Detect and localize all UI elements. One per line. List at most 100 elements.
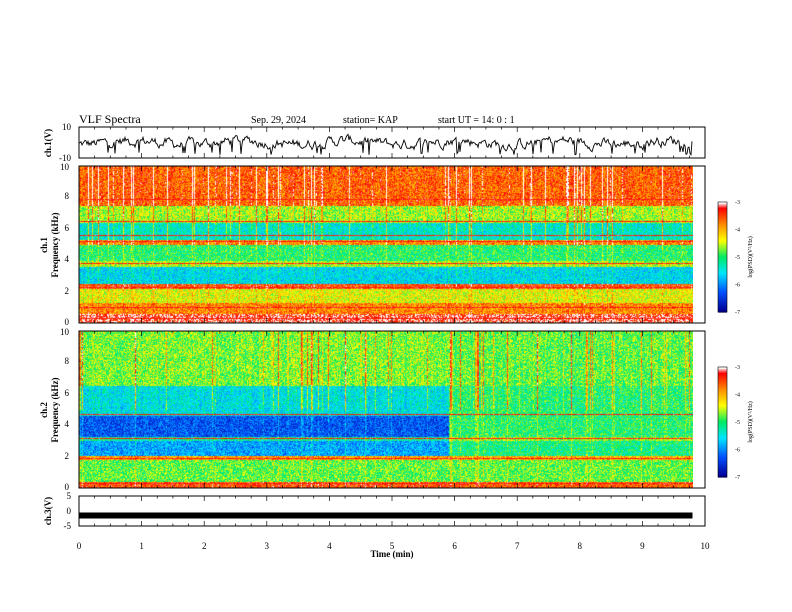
ch1-yticks: 0 2 4 6 8 10: [60, 162, 70, 327]
colorbar-swatch: [718, 284, 727, 287]
ch1-ylabel-frequency: Frequency (kHz): [50, 212, 60, 277]
x-tick-label: 9: [640, 541, 645, 551]
colorbar-tick-label: -4: [735, 393, 740, 399]
colorbar-tick-label: -4: [735, 228, 740, 234]
colorbar-swatch: [718, 277, 727, 280]
colorbar-swatch: [718, 427, 727, 430]
colorbar-swatch: [718, 299, 727, 302]
colorbar-swatch: [718, 235, 727, 238]
colorbar-swatch: [718, 269, 727, 273]
colorbar-swatch: [718, 403, 727, 407]
ch2-spectrogram-image: [79, 331, 693, 488]
colorbar-swatch: [718, 422, 727, 425]
ch1-colorbar: -3 -4 -5 -6 -7 log(PSD)(V²/Hz): [717, 200, 754, 316]
colorbar-swatch: [718, 203, 727, 207]
x-tick-label: 1: [139, 541, 144, 551]
colorbar-swatch: [718, 458, 727, 462]
colorbar-swatch: [718, 209, 727, 212]
colorbar-swatch: [718, 387, 727, 390]
ch1-ytick-6: 6: [65, 223, 70, 233]
ch1-ytick-2: 2: [65, 286, 70, 296]
colorbar-swatch: [718, 411, 727, 414]
ch1-ylabel: ch.1 Frequency (kHz): [39, 212, 60, 277]
colorbar-swatch: [718, 211, 727, 214]
colorbar-label: log(PSD)(V²/Hz): [747, 401, 754, 442]
colorbar-swatch: [718, 416, 727, 419]
ch2-ytick-8: 8: [65, 356, 70, 366]
ch1-spectrogram-panel: 0 2 4 6 8 10 ch.1 Frequency (kHz) -3 -4 -5…: [39, 162, 754, 327]
x-tick-label: 3: [265, 541, 270, 551]
colorbar-swatch: [718, 381, 727, 385]
colorbar-swatch: [718, 401, 727, 405]
colorbar-swatch: [718, 218, 727, 221]
colorbar-swatch: [718, 291, 727, 295]
colorbar-swatch: [718, 205, 727, 209]
colorbar-tick-label: -3: [735, 365, 740, 371]
colorbar-swatch: [718, 475, 727, 478]
colorbar-swatch: [718, 453, 727, 456]
colorbar-swatch: [718, 425, 727, 429]
colorbar-swatch: [718, 301, 727, 304]
colorbar-swatch: [718, 207, 727, 210]
colorbar-swatch: [718, 310, 727, 313]
ch1-ytick-4: 4: [65, 254, 70, 264]
colorbar-swatch: [718, 390, 727, 394]
ch2-yticks: 0 2 4 6 8 10: [60, 327, 70, 492]
ch2-ylabel: ch.2 Frequency (kHz): [39, 377, 60, 442]
ch1-voltage-panel: 10 -10 ch.1(V): [43, 122, 706, 163]
colorbar-swatch: [718, 431, 727, 434]
ch1-ytick-10: 10: [60, 162, 70, 172]
ch2-ytick-4: 4: [65, 419, 70, 429]
colorbar-swatch: [718, 462, 727, 465]
colorbar-swatch: [718, 440, 727, 443]
ch2-ytick-0: 0: [65, 482, 70, 492]
colorbar-swatch: [718, 273, 727, 276]
colorbar-swatch: [718, 262, 727, 265]
ch3-ytick-5: 5: [67, 491, 72, 501]
colorbar-swatch: [718, 227, 727, 231]
colorbar-swatch: [718, 456, 727, 460]
ch1-ytick-8: 8: [65, 191, 70, 201]
colorbar-swatch: [718, 451, 727, 454]
colorbar-swatch: [718, 378, 727, 381]
colorbar-swatch: [718, 216, 727, 220]
colorbar-swatch: [718, 383, 727, 386]
colorbar-swatch: [718, 202, 727, 205]
colorbar-swatch: [718, 447, 727, 451]
colorbar-swatch: [718, 368, 727, 372]
x-tick-label: 2: [202, 541, 207, 551]
x-tick-label: 5: [390, 541, 395, 551]
colorbar-swatch: [718, 438, 727, 441]
colorbar-swatch: [718, 409, 727, 412]
colorbar-swatch: [718, 414, 727, 418]
colorbar-swatch: [718, 275, 727, 278]
colorbar-swatch: [718, 389, 727, 392]
colorbar-swatch: [718, 293, 727, 297]
x-tick-label: 7: [515, 541, 520, 551]
colorbar-swatch: [718, 240, 727, 243]
colorbar-swatch: [718, 449, 727, 452]
colorbar-swatch: [718, 236, 727, 240]
colorbar-swatch: [718, 295, 727, 298]
colorbar-swatch: [718, 370, 727, 374]
colorbar-tick-label: -3: [735, 200, 740, 206]
colorbar-swatch: [718, 434, 727, 438]
colorbar-swatch: [718, 407, 727, 410]
ch2-ylabel-channel: ch.2: [39, 402, 49, 418]
ch1-ylabel-channel: ch.1: [39, 237, 49, 253]
colorbar-swatch: [718, 229, 727, 232]
colorbar-swatch: [718, 400, 727, 403]
time-axis-ticks: [78, 127, 706, 526]
ch3-ytick-0: 0: [67, 506, 72, 516]
colorbar-swatch: [718, 379, 727, 383]
colorbar-tick-label: -7: [735, 475, 740, 481]
ch2-ytick-10: 10: [60, 327, 70, 337]
station-label: station= KAP: [343, 115, 398, 126]
colorbar-swatch: [718, 244, 727, 247]
colorbar-swatch: [718, 376, 727, 379]
colorbar-swatch: [718, 460, 727, 463]
colorbar-swatch: [718, 469, 727, 473]
colorbar-swatch: [718, 442, 727, 445]
time-axis-labels: 0 1 2 3 4 5 6 7 8 9 10: [77, 541, 710, 551]
colorbar-swatch: [718, 253, 727, 256]
